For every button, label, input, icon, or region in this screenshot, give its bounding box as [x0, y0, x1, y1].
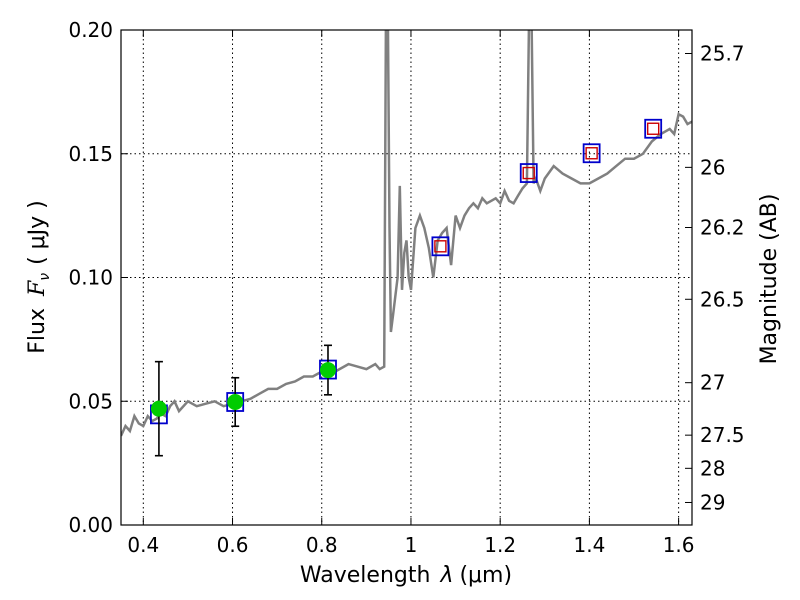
- synthetic-photometry-marker: [434, 240, 447, 253]
- y-axis-label: FluxFν( μJy ): [25, 200, 53, 354]
- x-tick-label: 1.6: [663, 533, 695, 557]
- observed-flux-point: [227, 393, 244, 410]
- model-photometry-marker: [582, 143, 601, 164]
- x-tick-label: 0.8: [306, 533, 338, 557]
- y-tick-label: 0.20: [68, 18, 113, 42]
- model-spectrum-line: [121, 30, 692, 437]
- observed-flux-point: [150, 400, 167, 417]
- synthetic-photometry-marker: [646, 122, 660, 135]
- y2-axis-label: Magnitude (AB): [757, 194, 782, 365]
- y-tick-label: 0.05: [68, 389, 113, 413]
- y2-tick-label: 26.5: [700, 287, 745, 311]
- y-tick-label: 0.00: [68, 513, 113, 537]
- y2-tick-label: 25.7: [700, 42, 745, 66]
- x-tick-label: 0.4: [127, 533, 159, 557]
- model-photometry-marker: [644, 118, 663, 139]
- x-tick-label: 1.2: [484, 533, 516, 557]
- axis-ticks: 0.4 0.6 0.8 1 1.2 1.4 1.6 0.00 0.05 0.10 0.15 0.20 2…: [68, 18, 744, 557]
- x-axis-label: Wavelength λ (μm): [300, 563, 512, 588]
- y2-tick-label: 29: [700, 490, 725, 514]
- model-photometry-marker: [431, 236, 450, 257]
- synthetic-photometry-marker: [585, 147, 598, 160]
- y2-tick-label: 26.2: [700, 216, 745, 240]
- observed-flux-point: [319, 362, 336, 379]
- y-tick-label: 0.15: [68, 142, 113, 166]
- y2-tick-label: 27.5: [700, 423, 745, 447]
- x-tick-label: 1.4: [573, 533, 605, 557]
- y2-tick-label: 28: [700, 456, 725, 480]
- grid-lines: [121, 30, 692, 525]
- y2-tick-label: 27: [700, 371, 725, 395]
- x-tick-label: 1: [405, 533, 418, 557]
- y-tick-label: 0.10: [68, 266, 113, 290]
- x-tick-label: 0.6: [217, 533, 249, 557]
- y2-tick-label: 26: [700, 155, 725, 179]
- synthetic-photometry-marker: [522, 166, 535, 180]
- photometry-markers: [150, 118, 663, 457]
- model-photometry-marker: [519, 163, 538, 183]
